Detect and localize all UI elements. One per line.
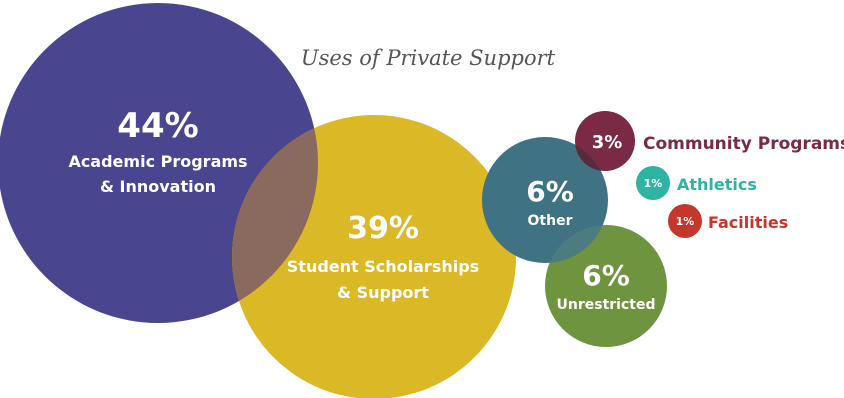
bubble-other [482,137,608,263]
value-label-facilities: 1% [676,215,695,228]
value-label-academic: 44% [117,106,198,146]
overlap-academic-scholarships [232,115,318,323]
series-label-academic-line1: Academic Programs [68,152,247,171]
series-label-unrestricted: Unrestricted [557,297,656,313]
value-label-other: 6% [526,175,574,208]
value-label-athletics: 1% [644,177,663,190]
series-label-facilities: Facilities [708,213,788,232]
chart-title: Uses of Private Support [301,46,556,70]
series-label-other: Other [528,213,573,229]
series-label-athletics: Athletics [677,175,757,194]
bubble-unrestricted [545,225,667,347]
series-label-scholarships-line1: Student Scholarships [287,257,479,276]
series-label-academic-line2: & Innovation [100,177,216,196]
value-label-scholarships: 39% [347,211,419,246]
series-label-scholarships-line2: & Support [337,283,429,302]
bubble-facilities [668,204,702,238]
series-label-community: Community Programs [643,134,844,154]
bubble-athletics [636,166,670,200]
value-label-unrestricted: 6% [582,259,630,292]
value-label-community: 3% [592,132,623,153]
